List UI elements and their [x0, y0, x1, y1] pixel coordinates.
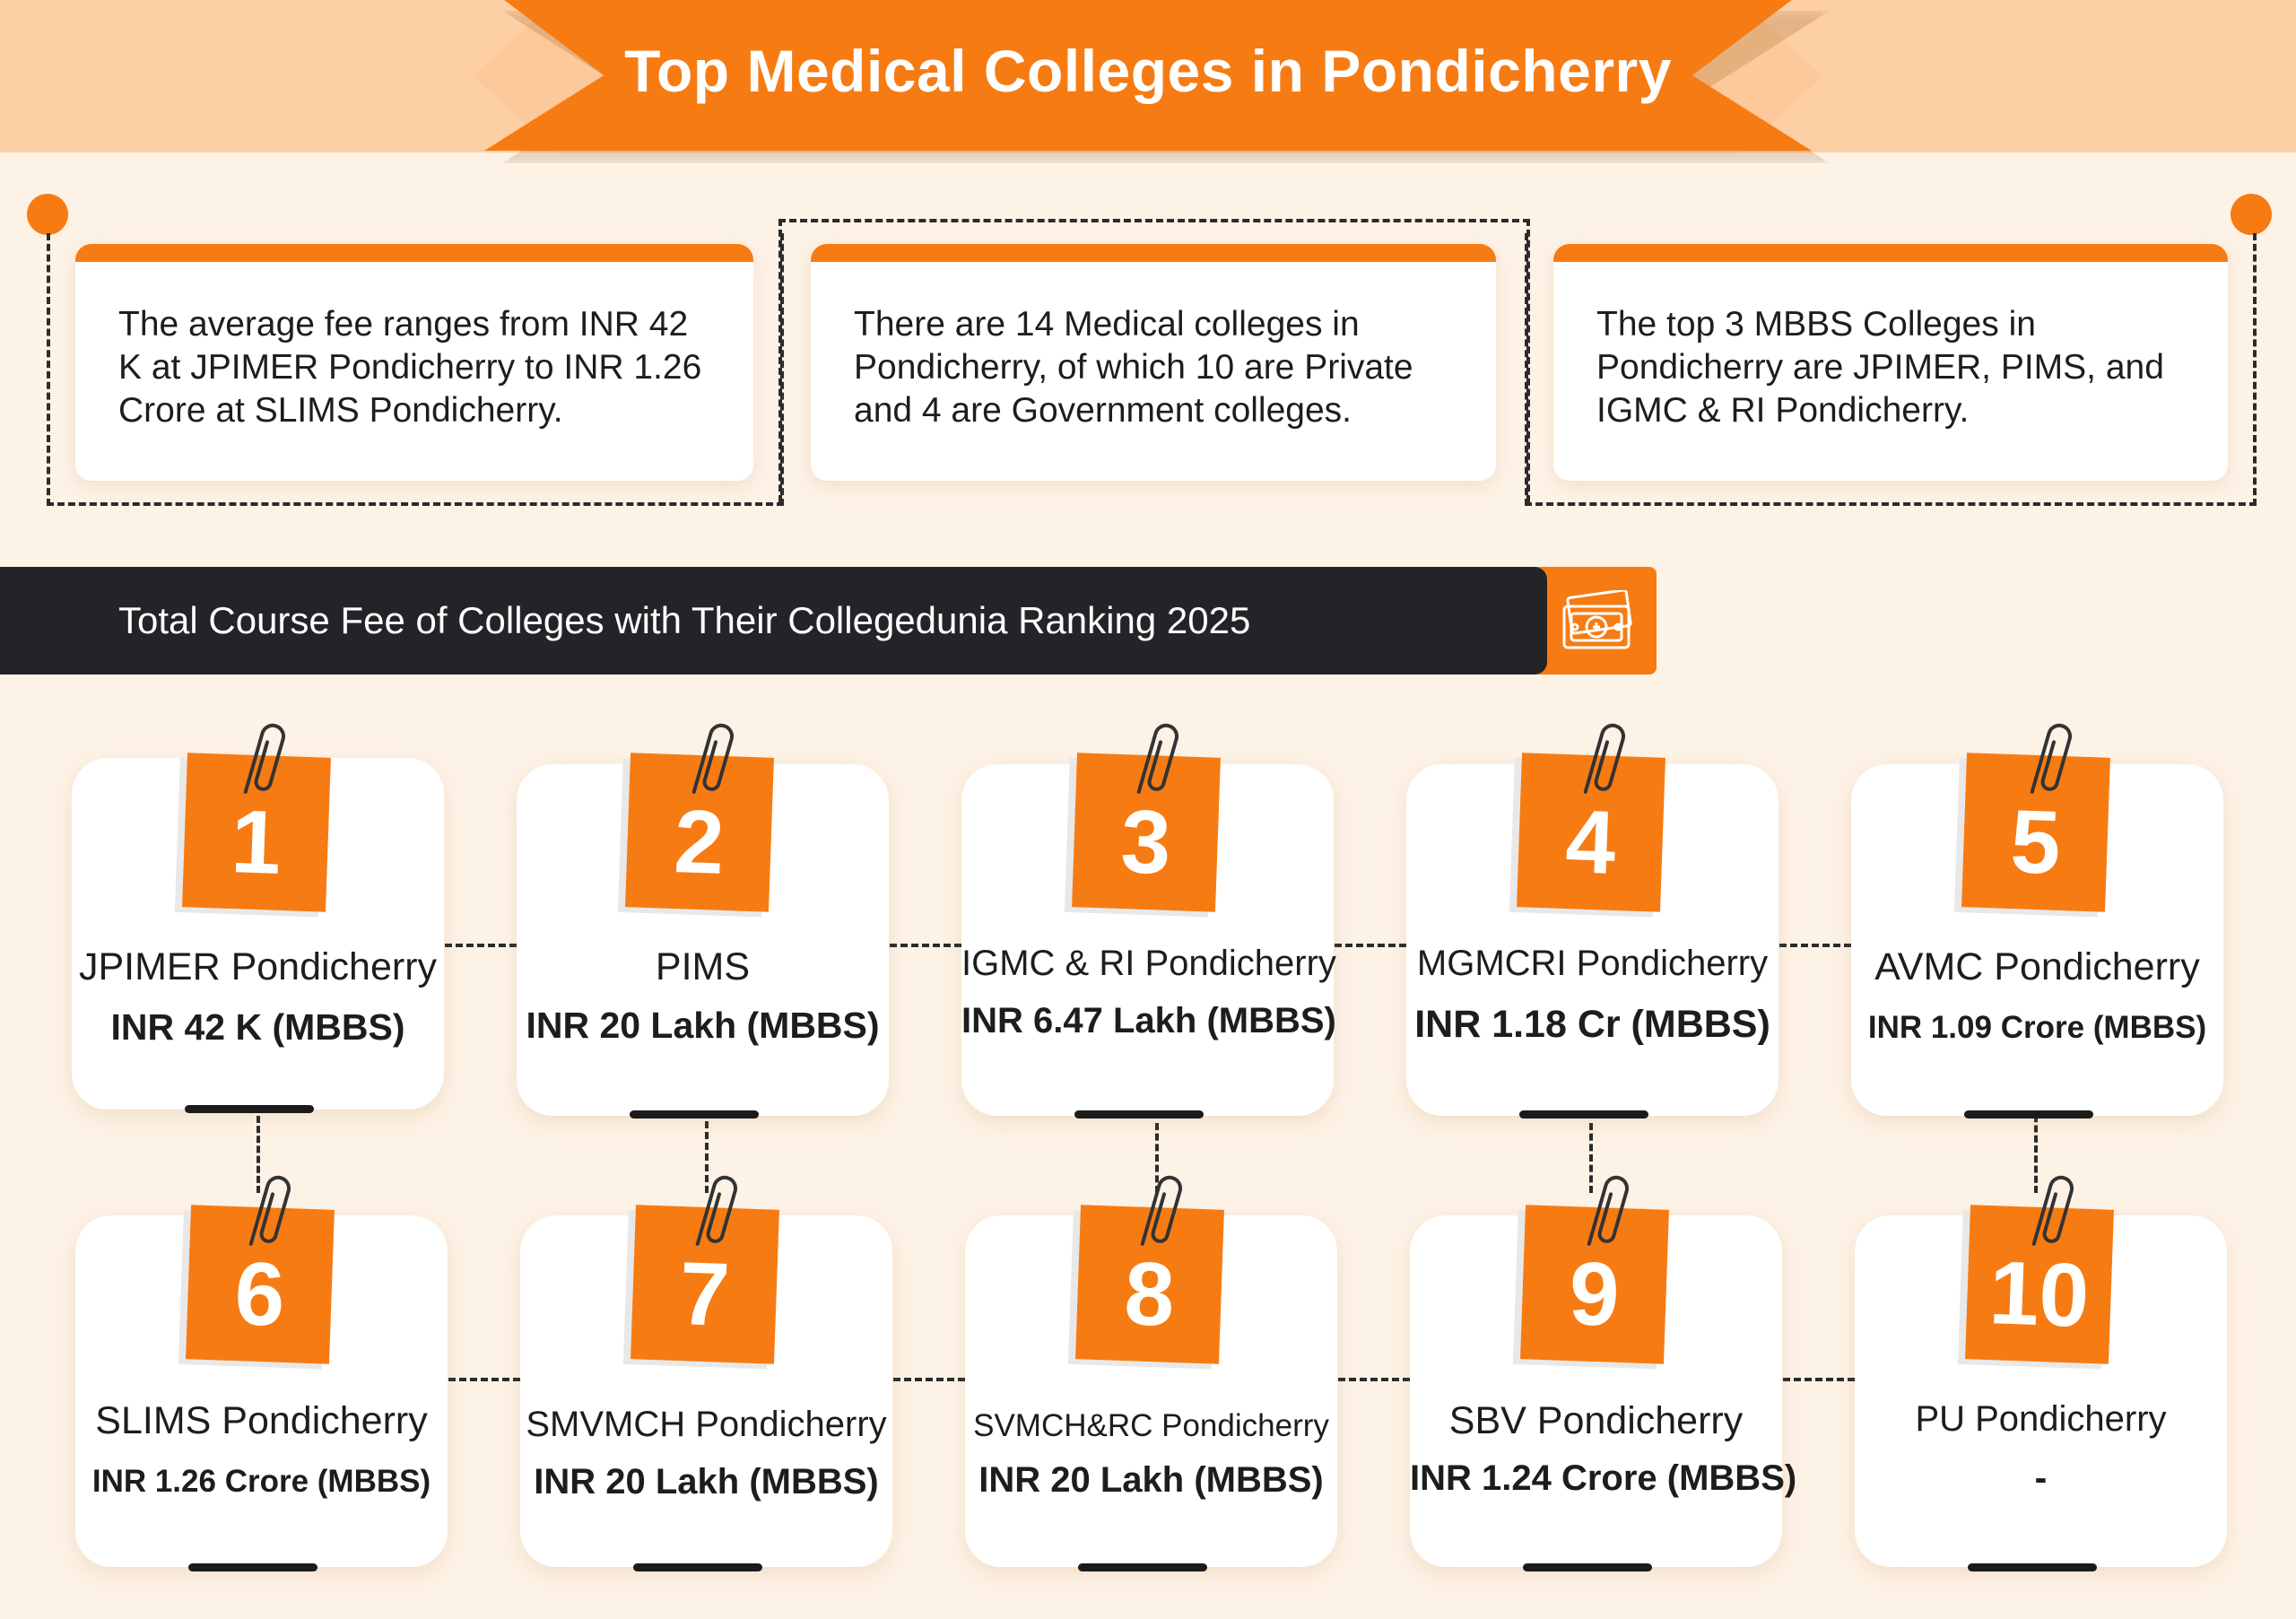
college-fee: INR 1.26 Crore (MBBS) — [91, 1464, 431, 1499]
rank-number: 6 — [232, 1242, 287, 1345]
page-title: Top Medical Colleges in Pondicherry — [624, 38, 1672, 104]
fact-text: The top 3 MBBS Colleges in Pondicherry a… — [1596, 305, 2164, 430]
connector — [448, 1378, 520, 1381]
section-title: Total Course Fee of Colleges with Their … — [118, 599, 1251, 641]
rank-number: 3 — [1118, 790, 1173, 893]
title-background-left — [0, 0, 556, 152]
college-fee: INR 1.24 Crore (MBBS) — [1410, 1458, 1797, 1498]
paperclip-icon — [1587, 1175, 1629, 1246]
college-fee: INR 20 Lakh (MBBS) — [534, 1462, 879, 1501]
decor-dot-left — [27, 194, 68, 235]
paperclip-icon — [243, 723, 285, 794]
college-name: AVMC Pondicherry — [1874, 945, 2200, 988]
paperclip-icon — [1140, 1175, 1182, 1246]
college-fee: INR 6.47 Lakh (MBBS) — [961, 1001, 1336, 1040]
college-name: JPIMER Pondicherry — [78, 945, 438, 988]
college-fee: - — [2034, 1457, 2048, 1498]
rank-number: 4 — [1563, 790, 1618, 893]
card-underline — [185, 1105, 314, 1113]
connector — [893, 1378, 965, 1381]
connector — [257, 1116, 260, 1193]
connector — [1338, 1378, 1410, 1381]
dashed-frame-left — [47, 233, 784, 506]
connector — [1335, 944, 1406, 947]
college-fee: INR 20 Lakh (MBBS) — [978, 1460, 1324, 1500]
connector — [890, 944, 961, 947]
paperclip-icon — [1583, 723, 1625, 794]
fact-card-top-colleges: The top 3 MBBS Colleges in Pondicherry a… — [1553, 244, 2228, 481]
college-name: MGMCRI Pondicherry — [1416, 944, 1769, 983]
connector — [2034, 1105, 2038, 1193]
section-header: Total Course Fee of Colleges with Their … — [0, 567, 1547, 675]
dashed-frame-middle — [778, 219, 1530, 502]
connector — [1589, 1123, 1593, 1193]
college-fee: INR 1.09 Crore (MBBS) — [1867, 1010, 2207, 1045]
decor-dot-right — [2231, 194, 2272, 235]
rank-number: 1 — [229, 790, 283, 893]
rank-number: 7 — [677, 1242, 732, 1345]
connector — [1779, 944, 1851, 947]
college-name: IGMC & RI Pondicherry — [961, 944, 1336, 983]
college-name: SLIMS Pondicherry — [95, 1399, 428, 1442]
card-underline — [1078, 1563, 1207, 1571]
connector — [1155, 1123, 1159, 1193]
card-underline — [630, 1110, 759, 1119]
college-fee: INR 1.18 Cr (MBBS) — [1414, 1003, 1770, 1046]
card-underline — [1074, 1110, 1204, 1119]
college-name: PIMS — [655, 945, 751, 988]
rank-number: 2 — [672, 790, 726, 893]
fact-text: The average fee ranges from INR 42 K at … — [118, 305, 702, 430]
connector — [445, 944, 517, 947]
rank-number: 5 — [2008, 790, 2063, 893]
college-name: SVMCH&RC Pondicherry — [973, 1408, 1329, 1443]
college-fee: INR 42 K (MBBS) — [110, 1006, 405, 1048]
paperclip-icon — [1136, 723, 1178, 794]
rank-number: 10 — [1987, 1241, 2092, 1346]
paperclip-icon — [695, 1175, 737, 1246]
fact-text: There are 14 Medical colleges in Pondich… — [854, 305, 1413, 430]
title-background-right — [1740, 0, 2296, 152]
card-underline — [1519, 1110, 1648, 1119]
paperclip-icon — [2030, 723, 2072, 794]
fact-card-college-count: There are 14 Medical colleges in Pondich… — [811, 244, 1496, 481]
college-name: SMVMCH Pondicherry — [526, 1405, 887, 1444]
college-name: PU Pondicherry — [1915, 1399, 2167, 1439]
card-underline — [188, 1563, 317, 1571]
title-ribbon: Top Medical Colleges in Pondicherry — [484, 0, 1812, 151]
money-icon — [1562, 590, 1632, 649]
card-underline — [1523, 1563, 1652, 1571]
card-underline — [633, 1563, 762, 1571]
rank-number: 8 — [1122, 1242, 1177, 1345]
dashed-frame-right — [1525, 233, 2257, 506]
card-underline — [1964, 1110, 2093, 1119]
paperclip-icon — [691, 723, 734, 794]
connector — [705, 1121, 709, 1193]
card-underline — [1968, 1563, 2097, 1571]
college-fee: INR 20 Lakh (MBBS) — [526, 1005, 880, 1046]
rank-number: 9 — [1567, 1242, 1622, 1345]
college-name: SBV Pondicherry — [1448, 1399, 1744, 1442]
paperclip-icon — [248, 1175, 291, 1246]
paperclip-icon — [2031, 1175, 2074, 1246]
connector — [1783, 1378, 1855, 1381]
fact-card-average-fee: The average fee ranges from INR 42 K at … — [75, 244, 753, 481]
